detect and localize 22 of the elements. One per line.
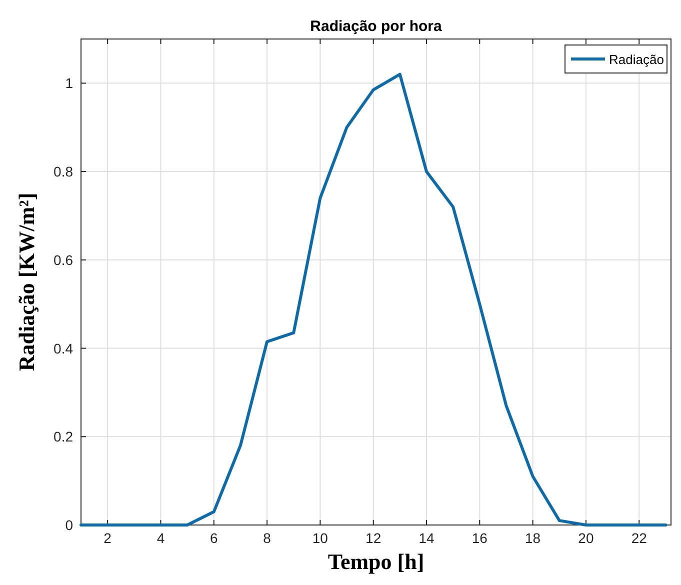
y-tick-label: 0.8	[54, 164, 74, 180]
x-tick-label: 14	[418, 530, 434, 546]
line-series	[80, 72, 668, 526]
x-tick-label: 12	[366, 530, 382, 546]
x-tick-label: 22	[631, 530, 648, 546]
y-tick-label: 0.6	[54, 252, 74, 268]
y-tick-label: 0.2	[54, 428, 74, 445]
y-tick-label: 0	[65, 517, 74, 533]
y-tick-label: 0.4	[54, 340, 74, 356]
x-tick-label: 8	[263, 530, 272, 546]
x-tick-label: 4	[156, 530, 165, 546]
x-tick-label: 6	[210, 530, 218, 546]
x-tick-label: 20	[578, 530, 594, 546]
x-tick-label: 2	[104, 530, 112, 546]
x-axis-title: Tempo [h]	[328, 549, 424, 574]
chart-title: Radiação por hora	[310, 18, 443, 35]
legend-label: Radiação	[609, 52, 664, 67]
y-axis-title: Radiação [KW/m²]	[14, 192, 39, 372]
y-tick-label: 1	[65, 75, 74, 92]
x-tick-label: 18	[525, 530, 541, 546]
x-tick-label: 10	[312, 530, 328, 546]
x-tick-label: 16	[472, 530, 488, 546]
